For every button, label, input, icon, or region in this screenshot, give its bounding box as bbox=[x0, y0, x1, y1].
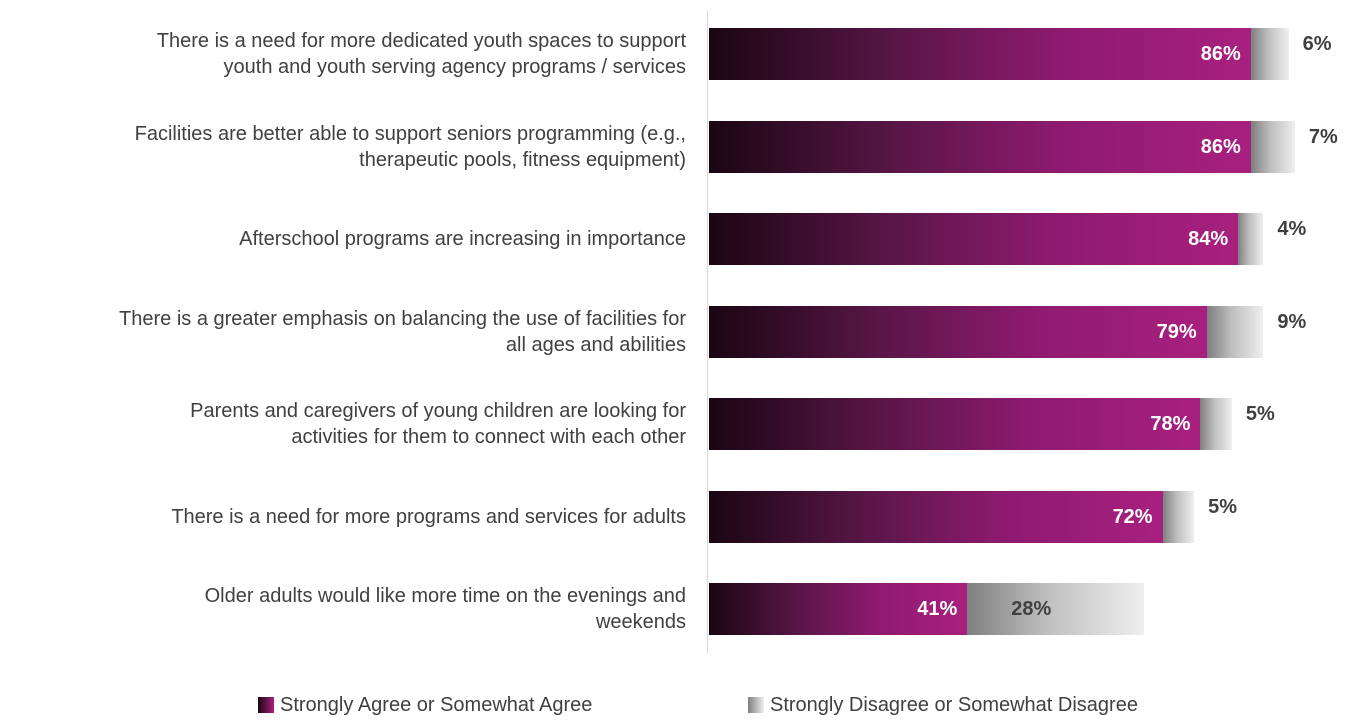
data-label-disagree: 6% bbox=[1302, 33, 1332, 55]
category-label: Older adults would like more time on the… bbox=[0, 583, 686, 635]
bar-agree bbox=[709, 305, 1207, 358]
bar-disagree bbox=[1250, 28, 1289, 80]
bar-disagree bbox=[1250, 120, 1295, 173]
category-label-line: There is a need for more dedicated youth… bbox=[156, 30, 686, 52]
category-label-line: Afterschool programs are increasing in i… bbox=[239, 228, 686, 250]
bar-agree bbox=[709, 490, 1163, 543]
legend-item-agree: Strongly Agree or Somewhat Agree bbox=[258, 693, 592, 717]
data-label-disagree: 9% bbox=[1277, 310, 1307, 333]
bar-disagree bbox=[1206, 305, 1264, 358]
bar-disagree bbox=[967, 583, 1144, 635]
bar-agree bbox=[709, 398, 1201, 450]
data-label-agree: 79% bbox=[1156, 320, 1197, 343]
category-axis-line bbox=[707, 10, 708, 654]
data-label-disagree: 5% bbox=[1245, 403, 1275, 425]
data-label-agree: 41% bbox=[917, 598, 958, 620]
category-label-line: youth and youth serving agency programs … bbox=[223, 56, 686, 78]
data-label-agree: 72% bbox=[1112, 505, 1153, 528]
data-label-agree: 86% bbox=[1200, 43, 1241, 65]
bar-disagree bbox=[1238, 213, 1264, 265]
bar-disagree bbox=[1200, 398, 1232, 450]
category-label-line: Parents and caregivers of young children… bbox=[190, 400, 686, 422]
category-label: There is a need for more programs and se… bbox=[0, 504, 686, 530]
category-label-line: all ages and abilities bbox=[505, 333, 686, 356]
category-label: There is a need for more dedicated youth… bbox=[0, 28, 686, 80]
legend-swatch-agree bbox=[258, 697, 274, 713]
category-label-line: Older adults would like more time on the… bbox=[204, 585, 686, 607]
data-label-agree: 86% bbox=[1200, 135, 1241, 158]
category-label: Parents and caregivers of young children… bbox=[0, 398, 686, 450]
data-label-disagree: 28% bbox=[1011, 598, 1052, 620]
category-label: There is a greater emphasis on balancing… bbox=[0, 306, 686, 358]
category-label-line: There is a need for more programs and se… bbox=[171, 505, 686, 528]
bar-disagree bbox=[1162, 490, 1195, 543]
data-label-agree: 84% bbox=[1188, 228, 1229, 250]
bar-agree bbox=[709, 213, 1239, 265]
category-label: Facilities are better able to support se… bbox=[0, 121, 686, 173]
bar-agree bbox=[709, 583, 968, 635]
category-label-line: therapeutic pools, fitness equipment) bbox=[359, 148, 686, 171]
bar-agree bbox=[709, 120, 1251, 173]
category-label: Afterschool programs are increasing in i… bbox=[0, 226, 686, 252]
data-label-disagree: 4% bbox=[1277, 218, 1307, 240]
category-label-line: weekends bbox=[595, 611, 686, 633]
data-label-disagree: 7% bbox=[1308, 125, 1338, 148]
category-label-line: activities for them to connect with each… bbox=[291, 426, 686, 448]
category-label-line: Facilities are better able to support se… bbox=[134, 122, 686, 145]
legend-swatch-disagree bbox=[748, 697, 764, 713]
bar-agree bbox=[709, 28, 1251, 80]
legend-item-disagree: Strongly Disagree or Somewhat Disagree bbox=[748, 693, 1138, 717]
category-label-line: There is a greater emphasis on balancing… bbox=[119, 307, 686, 330]
legend-label-agree: Strongly Agree or Somewhat Agree bbox=[280, 694, 593, 716]
legend-label-disagree: Strongly Disagree or Somewhat Disagree bbox=[770, 694, 1138, 716]
data-label-agree: 78% bbox=[1150, 413, 1191, 435]
data-label-disagree: 5% bbox=[1208, 495, 1237, 518]
